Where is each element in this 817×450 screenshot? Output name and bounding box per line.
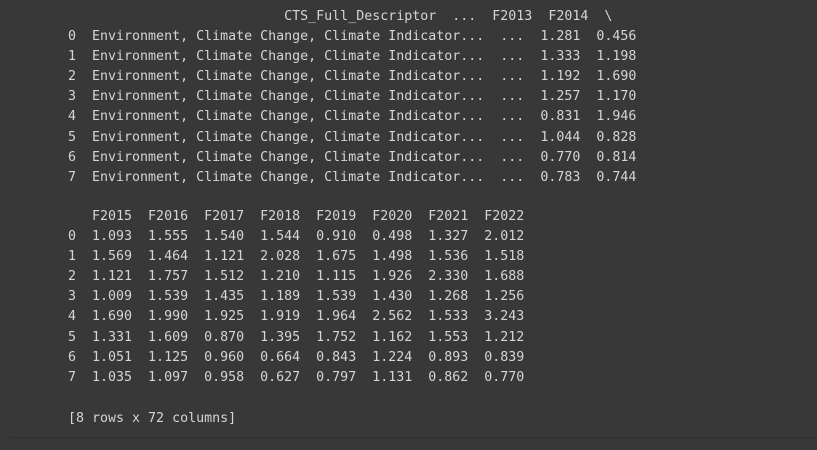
dataframe-row: 0 1.093 1.555 1.540 1.544 0.910 0.498 1.… [68, 229, 525, 245]
dataframe-row: 3 1.009 1.539 1.435 1.189 1.539 1.430 1.… [68, 289, 525, 305]
dataframe-row: 6 1.051 1.125 0.960 0.664 0.843 1.224 0.… [68, 349, 525, 365]
dataframe-header-row: F2015 F2016 F2017 F2018 F2019 F2020 F202… [68, 209, 525, 224]
dataframe-row: 0 Environment, Climate Change, Climate I… [68, 29, 637, 45]
output-area: CTS_Full_Descriptor ... F2013 F2014 \ 0 E… [10, 0, 817, 438]
dataframe-row: 1 Environment, Climate Change, Climate I… [68, 49, 637, 65]
dataframe-block-years: F2015 F2016 F2017 F2018 F2019 F2020 F202… [68, 207, 524, 388]
dataframe-row: 4 1.690 1.990 1.925 1.919 1.964 2.562 1.… [68, 309, 525, 325]
dataframe-row: 7 Environment, Climate Change, Climate I… [68, 169, 637, 185]
dataframe-row: 4 Environment, Climate Change, Climate I… [68, 109, 637, 125]
dataframe-row: 3 Environment, Climate Change, Climate I… [68, 89, 637, 105]
dataframe-row: 6 Environment, Climate Change, Climate I… [68, 149, 637, 165]
dataframe-summary: [8 rows x 72 columns] [68, 409, 236, 429]
dataframe-block-descriptor: CTS_Full_Descriptor ... F2013 F2014 \ 0 E… [68, 7, 636, 188]
dataframe-header-row: CTS_Full_Descriptor ... F2013 F2014 \ [68, 9, 613, 24]
dataframe-row: 1 1.569 1.464 1.121 2.028 1.675 1.498 1.… [68, 249, 525, 265]
dataframe-row: 7 1.035 1.097 0.958 0.627 0.797 1.131 0.… [68, 369, 525, 385]
dataframe-row: 2 Environment, Climate Change, Climate I… [68, 69, 637, 85]
dataframe-row: 5 1.331 1.609 0.870 1.395 1.752 1.162 1.… [68, 329, 525, 345]
rows-columns-summary: [8 rows x 72 columns] [68, 411, 237, 426]
dataframe-row: 2 1.121 1.757 1.512 1.210 1.115 1.926 2.… [68, 269, 525, 285]
dataframe-row: 5 Environment, Climate Change, Climate I… [68, 129, 637, 145]
